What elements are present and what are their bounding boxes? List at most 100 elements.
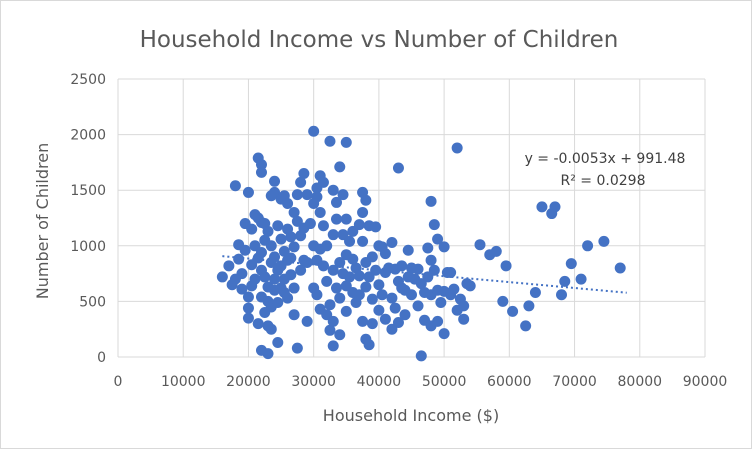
data-point <box>327 229 339 241</box>
data-point <box>379 248 391 260</box>
data-point <box>366 251 378 263</box>
data-point <box>255 159 267 171</box>
data-point <box>575 273 587 285</box>
data-point <box>379 313 391 325</box>
data-point <box>321 240 333 252</box>
data-point <box>360 281 372 293</box>
data-point <box>288 282 300 294</box>
data-point <box>308 125 320 137</box>
y-tick-label: 0 <box>97 350 106 366</box>
data-point <box>265 240 277 252</box>
data-point <box>520 320 532 332</box>
x-tick-label: 40000 <box>357 374 402 390</box>
data-point <box>435 297 447 309</box>
x-tick-label: 70000 <box>552 374 597 390</box>
data-point <box>614 262 626 274</box>
data-point <box>255 166 267 178</box>
data-point <box>438 328 450 340</box>
data-point <box>415 350 427 362</box>
data-point <box>389 302 401 314</box>
data-point <box>337 189 349 201</box>
data-point <box>298 168 310 180</box>
trendline-equation: y = -0.0053x + 991.48 <box>525 151 686 167</box>
data-point <box>229 180 241 192</box>
data-point <box>265 323 277 335</box>
data-point <box>282 198 294 210</box>
data-point <box>474 239 486 251</box>
data-point <box>428 219 440 231</box>
data-point <box>242 186 254 198</box>
data-point <box>432 233 444 245</box>
data-point <box>366 318 378 330</box>
data-point <box>301 256 313 268</box>
data-point <box>321 275 333 287</box>
x-tick-label: 60000 <box>487 374 532 390</box>
data-point <box>285 252 297 264</box>
data-point <box>422 242 434 254</box>
data-point <box>357 315 369 327</box>
x-tick-label: 30000 <box>291 374 336 390</box>
data-point <box>425 254 437 266</box>
data-point <box>376 289 388 301</box>
x-tick-label: 80000 <box>618 374 663 390</box>
data-point <box>262 225 274 237</box>
data-point <box>344 235 356 247</box>
data-point <box>386 236 398 248</box>
data-point <box>529 287 541 299</box>
data-point <box>448 283 460 295</box>
data-point <box>301 315 313 327</box>
data-point <box>324 324 336 336</box>
data-point <box>285 231 297 243</box>
data-point <box>275 233 287 245</box>
data-point <box>327 340 339 352</box>
data-point <box>259 271 271 283</box>
y-tick-label: 2500 <box>70 72 106 88</box>
data-point <box>353 219 365 231</box>
data-point <box>500 260 512 272</box>
data-point <box>360 194 372 206</box>
data-point <box>285 269 297 281</box>
data-point <box>330 213 342 225</box>
data-point <box>269 175 281 187</box>
data-point <box>353 289 365 301</box>
y-axis-ticks: 0 500 1000 1500 2000 2500 <box>70 72 106 366</box>
data-point <box>412 300 424 312</box>
data-point <box>233 253 245 265</box>
data-point <box>288 241 300 253</box>
data-point <box>236 283 248 295</box>
data-point <box>392 162 404 174</box>
data-point <box>272 297 284 309</box>
data-point <box>357 235 369 247</box>
data-point <box>344 271 356 283</box>
data-point <box>340 305 352 317</box>
data-point <box>327 315 339 327</box>
data-point <box>295 264 307 276</box>
data-point <box>373 304 385 316</box>
data-point <box>556 289 568 301</box>
data-point <box>334 292 346 304</box>
data-point <box>236 268 248 280</box>
y-tick-label: 1500 <box>70 183 106 199</box>
trendline-r-squared: R² = 0.0298 <box>561 173 646 189</box>
y-tick-label: 2000 <box>70 128 106 144</box>
data-point <box>399 309 411 321</box>
data-point <box>324 135 336 147</box>
data-point <box>402 244 414 256</box>
x-axis-ticks: 0 10000 20000 30000 40000 50000 60000 70000 8000… <box>114 374 728 390</box>
data-point <box>565 258 577 270</box>
data-point <box>536 201 548 213</box>
data-point <box>353 270 365 282</box>
data-point <box>428 264 440 276</box>
x-tick-label: 10000 <box>161 374 206 390</box>
data-point <box>396 260 408 272</box>
data-point <box>242 291 254 303</box>
y-axis-label: Number of Children <box>33 143 52 299</box>
data-point <box>598 235 610 247</box>
data-point <box>288 309 300 321</box>
data-point <box>386 292 398 304</box>
data-point <box>255 246 267 258</box>
data-point <box>288 206 300 218</box>
data-point <box>304 218 316 230</box>
data-point <box>549 201 561 213</box>
data-point <box>334 329 346 341</box>
